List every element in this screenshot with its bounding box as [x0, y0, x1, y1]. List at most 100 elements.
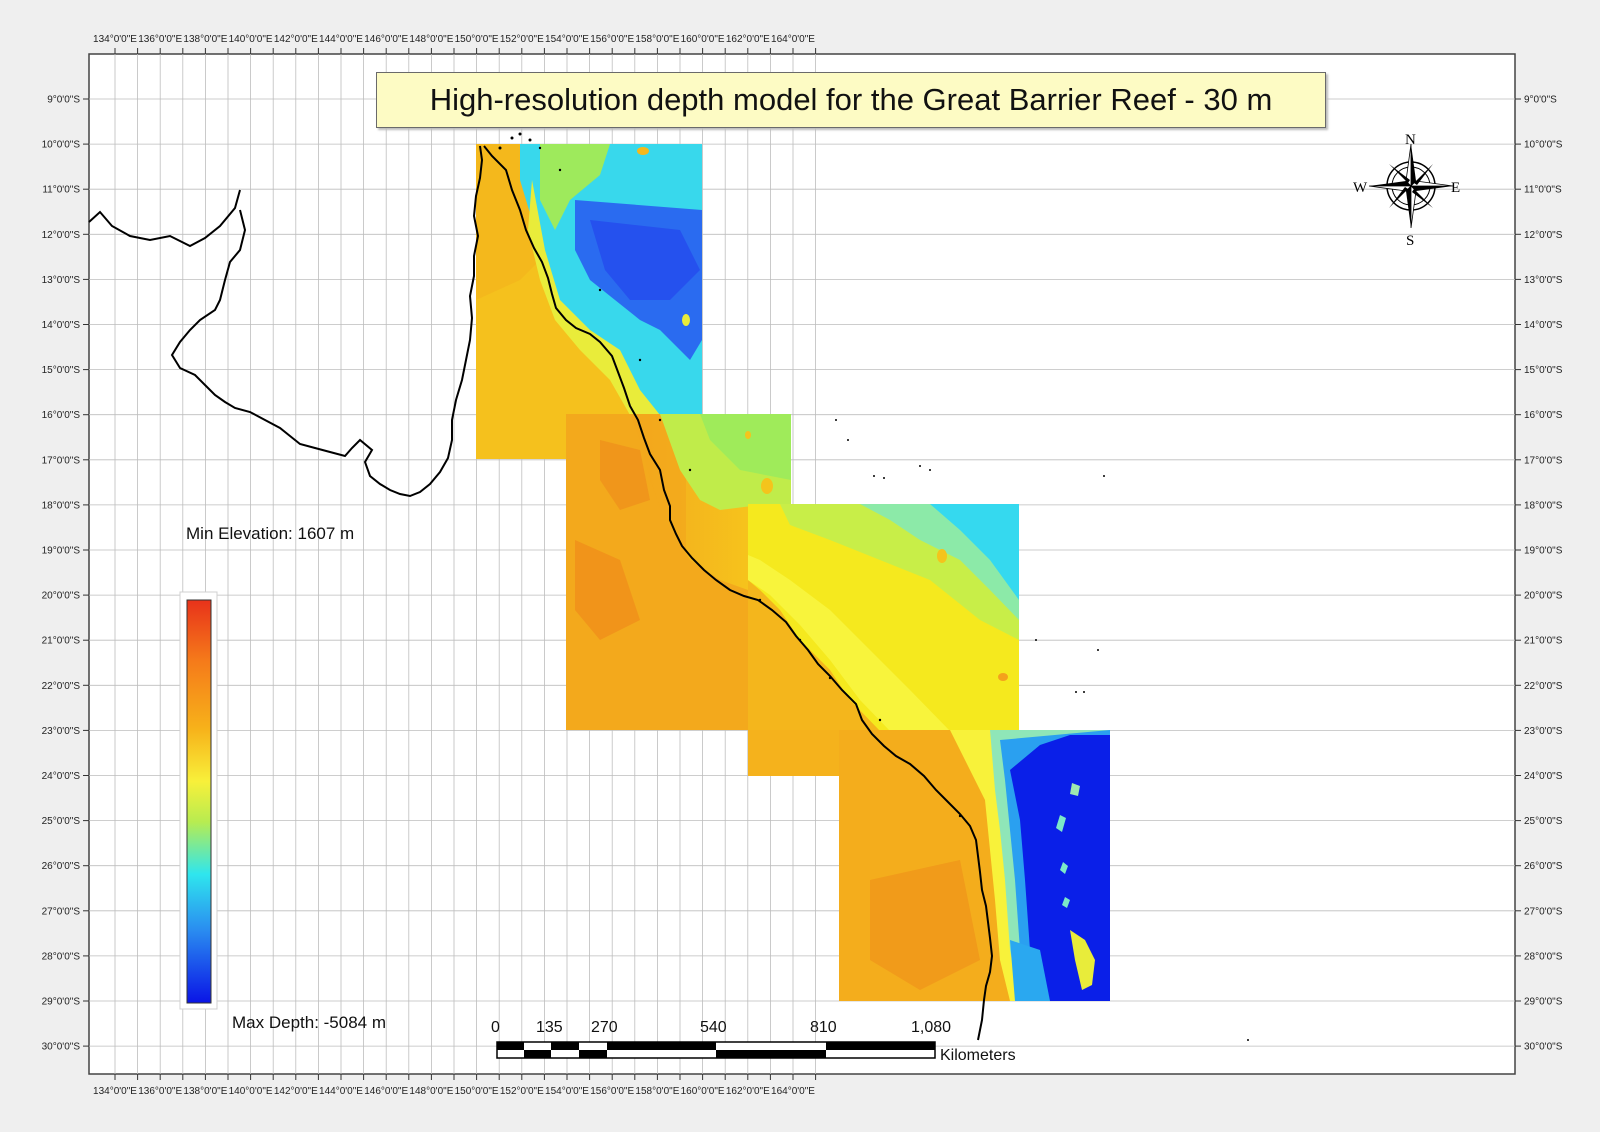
lat-label-right: 11°0'0"S: [1524, 185, 1562, 196]
lon-label-bottom: 162°0'0"E: [726, 1086, 770, 1097]
lat-label-left: 25°0'0"S: [42, 816, 81, 827]
lat-label-right: 15°0'0"S: [1524, 365, 1563, 376]
lon-label-top: 134°0'0"E: [93, 34, 137, 45]
lat-label-left: 17°0'0"S: [42, 455, 81, 466]
map-title-box: High-resolution depth model for the Grea…: [376, 72, 1326, 128]
lat-label-left: 11°0'0"S: [42, 185, 80, 196]
lon-label-bottom: 152°0'0"E: [500, 1086, 544, 1097]
scale-label-135: 135: [536, 1019, 563, 1036]
scale-label-0: 0: [491, 1019, 500, 1036]
lat-label-right: 12°0'0"S: [1524, 230, 1563, 241]
lon-label-top: 144°0'0"E: [319, 34, 363, 45]
lat-label-left: 15°0'0"S: [42, 365, 81, 376]
lat-label-right: 14°0'0"S: [1524, 320, 1563, 331]
lon-label-bottom: 154°0'0"E: [545, 1086, 589, 1097]
lat-label-right: 27°0'0"S: [1524, 906, 1563, 917]
lat-label-right: 26°0'0"S: [1524, 861, 1563, 872]
lon-label-top: 138°0'0"E: [183, 34, 227, 45]
lat-label-right: 21°0'0"S: [1524, 636, 1563, 647]
lat-label-right: 10°0'0"S: [1524, 140, 1563, 151]
islands: [498, 132, 1249, 1041]
lon-label-top: 148°0'0"E: [409, 34, 453, 45]
lat-label-right: 30°0'0"S: [1524, 1042, 1563, 1053]
lon-label-top: 164°0'0"E: [771, 34, 815, 45]
lat-label-left: 10°0'0"S: [42, 140, 81, 151]
scale-label-270: 270: [591, 1019, 618, 1036]
lon-label-bottom: 140°0'0"E: [229, 1086, 273, 1097]
lon-label-top: 142°0'0"E: [274, 34, 318, 45]
lat-label-left: 27°0'0"S: [42, 906, 81, 917]
lat-label-right: 20°0'0"S: [1524, 591, 1563, 602]
lon-label-top: 154°0'0"E: [545, 34, 589, 45]
lon-label-bottom: 164°0'0"E: [771, 1086, 815, 1097]
scale-unit: Kilometers: [940, 1047, 1016, 1064]
lat-label-right: 16°0'0"S: [1524, 410, 1563, 421]
lat-label-left: 12°0'0"S: [42, 230, 81, 241]
lon-label-top: 152°0'0"E: [500, 34, 544, 45]
lat-label-right: 13°0'0"S: [1524, 275, 1563, 286]
scale-label-540: 540: [700, 1019, 727, 1036]
lon-label-bottom: 142°0'0"E: [274, 1086, 318, 1097]
legend-max-depth: Max Depth: -5084 m: [232, 1013, 386, 1032]
lat-label-left: 22°0'0"S: [42, 681, 81, 692]
lat-label-left: 26°0'0"S: [42, 861, 81, 872]
lon-label-bottom: 156°0'0"E: [590, 1086, 634, 1097]
lon-label-bottom: 138°0'0"E: [183, 1086, 227, 1097]
lat-label-left: 16°0'0"S: [42, 410, 81, 421]
lon-label-bottom: 146°0'0"E: [364, 1086, 408, 1097]
lat-label-left: 24°0'0"S: [42, 771, 81, 782]
legend-min-elevation: Min Elevation: 1607 m: [186, 524, 354, 543]
scale-label-1080: 1,080: [911, 1019, 951, 1036]
lat-label-left: 28°0'0"S: [42, 951, 81, 962]
lat-label-right: 29°0'0"S: [1524, 997, 1563, 1008]
lon-label-top: 156°0'0"E: [590, 34, 634, 45]
lat-label-left: 9°0'0"S: [47, 95, 80, 106]
lat-label-left: 18°0'0"S: [42, 500, 81, 511]
lat-label-left: 30°0'0"S: [42, 1042, 81, 1053]
lon-label-top: 162°0'0"E: [726, 34, 770, 45]
lat-label-right: 9°0'0"S: [1524, 95, 1557, 106]
lat-label-left: 29°0'0"S: [42, 997, 81, 1008]
legend: Min Elevation: 1607 m Max Depth: -5084 m: [179, 524, 386, 1032]
coastline: [88, 145, 994, 1041]
compass-n: N: [1405, 132, 1416, 148]
lat-label-right: 23°0'0"S: [1524, 726, 1563, 737]
lat-label-left: 14°0'0"S: [42, 320, 81, 331]
graticule-labels: 9°0'0"S 9°0'0"S 10°0'0"S 10°0'0"S 11°0'0"S 11…: [42, 34, 1563, 1097]
lon-label-bottom: 134°0'0"E: [93, 1086, 137, 1097]
legend-color-ramp: [186, 599, 212, 1004]
compass-w: W: [1353, 180, 1368, 196]
lat-label-left: 20°0'0"S: [42, 591, 81, 602]
lat-label-right: 24°0'0"S: [1524, 771, 1563, 782]
lon-label-top: 150°0'0"E: [455, 34, 499, 45]
lat-label-right: 19°0'0"S: [1524, 546, 1563, 557]
compass-s: S: [1406, 233, 1414, 249]
lat-label-right: 25°0'0"S: [1524, 816, 1563, 827]
lat-label-right: 22°0'0"S: [1524, 681, 1563, 692]
lon-label-top: 136°0'0"E: [138, 34, 182, 45]
lon-label-top: 146°0'0"E: [364, 34, 408, 45]
scale-bar: 0 135 270 540 810 1,080 Kilometers: [491, 1019, 1016, 1064]
lat-label-left: 23°0'0"S: [42, 726, 81, 737]
lon-label-bottom: 150°0'0"E: [455, 1086, 499, 1097]
lon-label-top: 140°0'0"E: [229, 34, 273, 45]
depth-raster: [476, 144, 1110, 1001]
lon-label-bottom: 160°0'0"E: [681, 1086, 725, 1097]
lat-label-right: 28°0'0"S: [1524, 951, 1563, 962]
compass-e: E: [1451, 180, 1460, 196]
lat-label-left: 21°0'0"S: [42, 636, 81, 647]
lon-label-bottom: 158°0'0"E: [635, 1086, 679, 1097]
lon-label-bottom: 136°0'0"E: [138, 1086, 182, 1097]
lat-label-left: 13°0'0"S: [42, 275, 81, 286]
lon-label-bottom: 144°0'0"E: [319, 1086, 363, 1097]
scale-label-810: 810: [810, 1019, 837, 1036]
map-title: High-resolution depth model for the Grea…: [429, 82, 1273, 117]
compass-rose-icon: N S E W: [1353, 132, 1460, 249]
lon-label-top: 158°0'0"E: [635, 34, 679, 45]
lat-label-left: 19°0'0"S: [42, 546, 81, 557]
lon-label-bottom: 148°0'0"E: [409, 1086, 453, 1097]
lat-label-right: 17°0'0"S: [1524, 455, 1563, 466]
lat-label-right: 18°0'0"S: [1524, 500, 1563, 511]
lon-label-top: 160°0'0"E: [681, 34, 725, 45]
